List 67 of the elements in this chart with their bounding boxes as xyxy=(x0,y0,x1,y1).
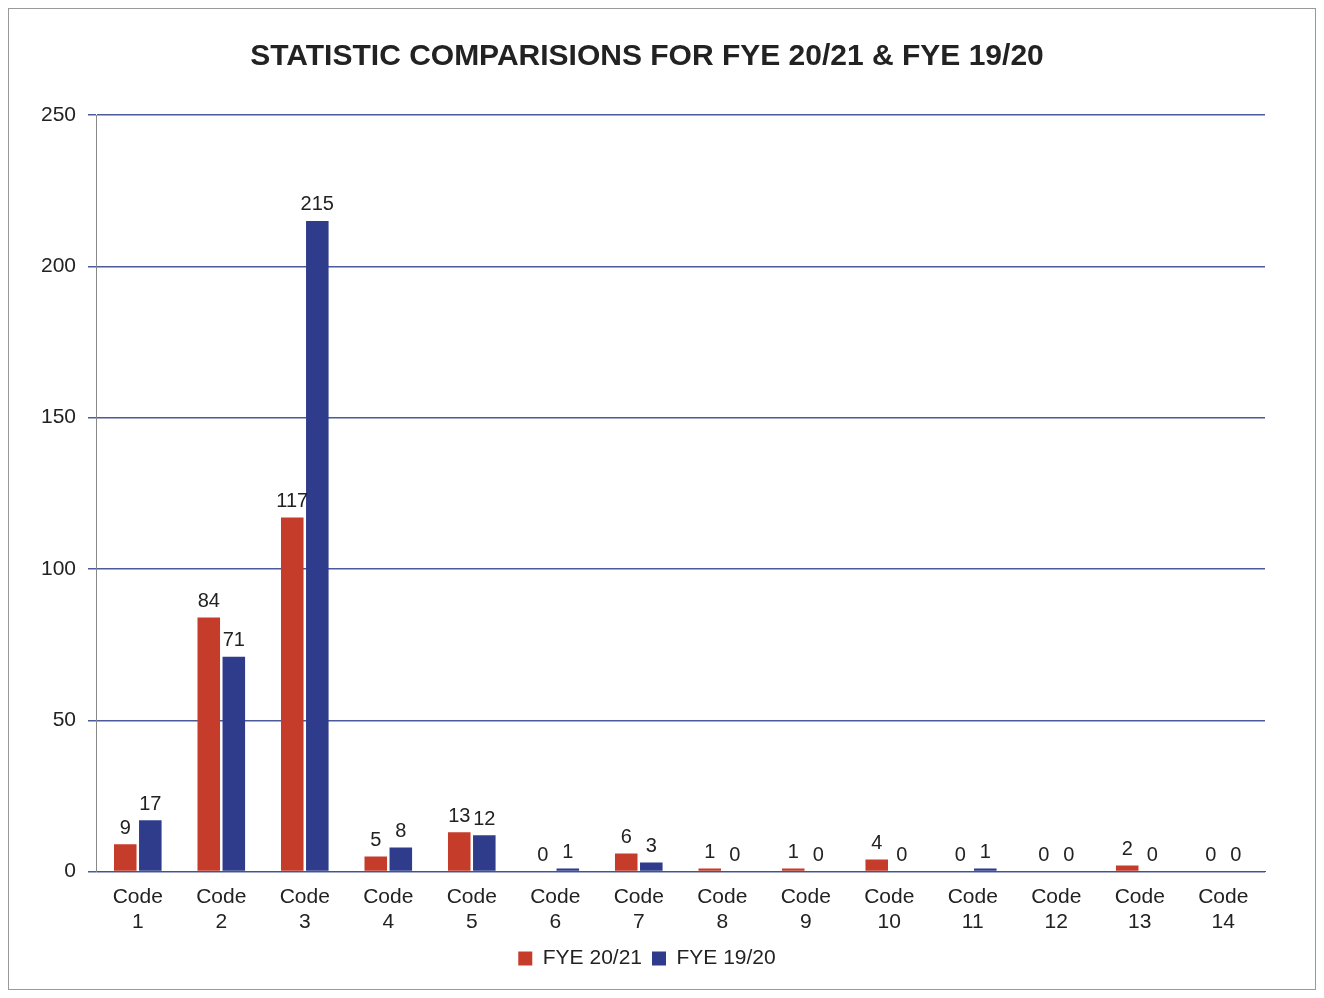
x-tick-label: Code 5 xyxy=(446,884,497,933)
x-tick-label: Code 10 xyxy=(864,884,915,933)
bar xyxy=(389,847,413,871)
data-label: 0 xyxy=(729,843,741,866)
x-tick-label: Code 7 xyxy=(613,884,664,933)
data-label: 1 xyxy=(562,840,574,863)
data-label: 1 xyxy=(704,840,716,863)
data-label: 0 xyxy=(954,843,966,866)
legend-label: FYE 20/21 xyxy=(542,945,643,969)
data-label: 0 xyxy=(537,843,549,866)
x-tick-label: Code 14 xyxy=(1198,884,1249,933)
x-tick-label: Code 12 xyxy=(1031,884,1082,933)
y-tick-label: 100 xyxy=(40,555,77,579)
data-label: 8 xyxy=(395,818,407,841)
bar xyxy=(364,856,388,871)
bar xyxy=(698,868,722,871)
data-label: 2 xyxy=(1121,837,1133,860)
bar xyxy=(1115,865,1139,871)
data-label: 5 xyxy=(370,827,382,850)
bar xyxy=(640,862,663,871)
x-tick-label: Code 1 xyxy=(112,884,163,933)
y-tick-label: 200 xyxy=(40,253,77,277)
x-tick-label: Code 2 xyxy=(196,884,247,933)
data-label: 0 xyxy=(1230,843,1242,866)
data-label: 0 xyxy=(812,843,824,866)
data-label: 215 xyxy=(300,192,334,215)
bar xyxy=(865,859,889,871)
x-tick-label: Code 3 xyxy=(279,884,330,933)
bar xyxy=(447,832,471,871)
bar xyxy=(139,820,162,871)
bar xyxy=(113,844,137,871)
data-label: 6 xyxy=(620,824,632,847)
bar xyxy=(473,835,496,871)
y-tick-label: 250 xyxy=(40,101,77,125)
x-tick-label: Code 4 xyxy=(363,884,414,933)
bar xyxy=(197,617,221,871)
x-tick-label: Code 11 xyxy=(947,884,998,933)
data-label: 4 xyxy=(871,831,883,854)
data-label: 17 xyxy=(139,791,162,814)
data-label: 0 xyxy=(1146,843,1158,866)
data-label: 0 xyxy=(896,843,908,866)
data-label: 13 xyxy=(448,803,471,826)
data-label: 1 xyxy=(979,840,991,863)
data-label: 0 xyxy=(1038,843,1050,866)
data-label: 84 xyxy=(197,588,220,611)
bar xyxy=(781,868,805,871)
bar xyxy=(974,868,997,871)
y-tick-label: 50 xyxy=(52,707,77,731)
data-label: 9 xyxy=(119,815,131,838)
data-label: 1 xyxy=(787,840,799,863)
x-tick-label: Code 9 xyxy=(780,884,831,933)
data-label: 0 xyxy=(1205,843,1217,866)
data-label: 3 xyxy=(645,834,657,857)
data-label: 0 xyxy=(1063,843,1075,866)
bar xyxy=(222,656,246,871)
data-label: 71 xyxy=(222,628,245,651)
legend-label: FYE 19/20 xyxy=(676,945,776,969)
bar xyxy=(280,517,304,871)
x-tick-label: Code 8 xyxy=(697,884,748,933)
data-label: 12 xyxy=(473,806,496,829)
bar xyxy=(614,853,638,871)
x-tick-label: Code 13 xyxy=(1114,884,1165,933)
x-tick-label: Code 6 xyxy=(530,884,581,933)
y-tick-label: 150 xyxy=(40,404,77,428)
bar xyxy=(306,220,329,871)
y-tick-label: 0 xyxy=(64,858,77,882)
chart-title: STATISTIC COMPARISIONS FOR FYE 20/21 & FYE 19/20 xyxy=(250,38,1044,72)
